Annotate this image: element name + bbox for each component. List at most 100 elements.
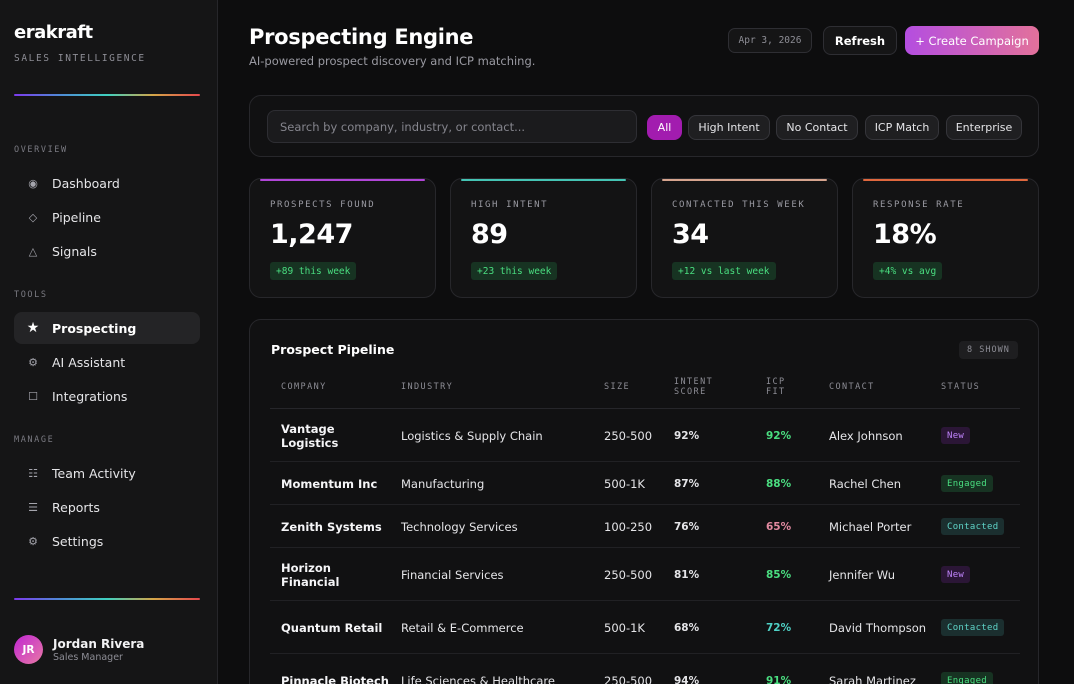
- status-badge: New: [941, 427, 971, 444]
- sidebar-item-integrations[interactable]: ☐ Integrations: [14, 380, 200, 412]
- section-label-overview: OVERVIEW: [14, 145, 68, 155]
- size-cell: 500-1K: [604, 620, 645, 635]
- stat-value: 1,247: [270, 219, 353, 250]
- stat-delta: +12 vs last week: [672, 262, 776, 280]
- sidebar-item-signals[interactable]: △ Signals: [14, 235, 200, 267]
- size-cell: 250-500: [604, 673, 653, 684]
- filter-bar: All High Intent No Contact ICP Match Ent…: [249, 95, 1039, 157]
- company-name: Vantage Logistics: [281, 421, 339, 450]
- sidebar-item-label: Integrations: [52, 388, 128, 404]
- sidebar-item-prospecting[interactable]: ★ Prospecting: [14, 312, 200, 344]
- signals-icon: △: [28, 244, 38, 258]
- sidebar-item-team-activity[interactable]: ☷ Team Activity: [14, 457, 200, 489]
- sidebar-item-pipeline[interactable]: ◇ Pipeline: [14, 201, 200, 233]
- industry-cell: Retail & E-Commerce: [401, 620, 524, 635]
- icp-fit-cell: 65%: [766, 520, 792, 533]
- card-accent-bar: [461, 179, 626, 181]
- row-divider: [270, 504, 1020, 505]
- icp-fit-cell: 72%: [766, 621, 792, 634]
- contact-cell: Jennifer Wu: [829, 567, 895, 582]
- brand-logo[interactable]: erakraft: [14, 22, 93, 43]
- status-badge: New: [941, 566, 971, 583]
- company-name: Momentum Inc: [281, 476, 378, 491]
- status-cell: New: [941, 548, 1021, 601]
- intent-score-cell: 81%: [674, 568, 700, 581]
- user-name: Jordan Rivera: [53, 636, 145, 651]
- filter-chip-high-intent[interactable]: High Intent: [688, 115, 770, 140]
- page-subtitle: AI-powered prospect discovery and ICP ma…: [249, 54, 536, 68]
- filter-chip-no-contact[interactable]: No Contact: [776, 115, 858, 140]
- gear-icon: ⚙: [28, 355, 38, 369]
- sidebar-item-label: Reports: [52, 499, 100, 515]
- sidebar-item-label: Signals: [52, 243, 97, 259]
- sidebar-item-reports[interactable]: ☰ Reports: [14, 491, 200, 523]
- stat-value: 89: [471, 219, 508, 250]
- contact-cell: Rachel Chen: [829, 476, 902, 491]
- page-title: Prospecting Engine: [249, 25, 474, 49]
- stat-label: HIGH INTENT: [471, 200, 549, 210]
- search-input[interactable]: [267, 110, 637, 143]
- refresh-button[interactable]: Refresh: [823, 26, 897, 55]
- column-header-size[interactable]: SIZE: [604, 382, 631, 392]
- user-role: Sales Manager: [53, 651, 123, 663]
- header-divider: [270, 408, 1020, 409]
- size-cell: 500-1K: [604, 476, 645, 491]
- company-name: Horizon Financial: [281, 560, 340, 589]
- stat-delta: +23 this week: [471, 262, 558, 280]
- user-profile[interactable]: JR Jordan Rivera Sales Manager: [14, 635, 144, 664]
- table-row[interactable]: Pinnacle Biotech Life Sciences & Healthca…: [270, 654, 1020, 684]
- row-divider: [270, 461, 1020, 462]
- table-row[interactable]: Vantage Logistics Logistics & Supply Chai…: [270, 409, 1020, 462]
- gear-icon: ⚙: [28, 534, 38, 548]
- create-campaign-button[interactable]: + Create Campaign: [905, 26, 1039, 55]
- column-header-intent-score[interactable]: INTENT SCORE: [674, 377, 714, 397]
- filter-chip-enterprise[interactable]: Enterprise: [946, 115, 1022, 140]
- stat-card-contacted-this-week: CONTACTED THIS WEEK 34 +12 vs last week: [651, 178, 838, 298]
- table-row[interactable]: Momentum Inc Manufacturing 500-1K 87% 88% Rac…: [270, 462, 1020, 505]
- prospect-pipeline-panel: Prospect Pipeline 8 SHOWN COMPANY INDUST…: [249, 319, 1039, 684]
- sidebar-item-dashboard[interactable]: ◉ Dashboard: [14, 167, 200, 199]
- table-row[interactable]: Zenith Systems Technology Services 100-250…: [270, 505, 1020, 548]
- status-badge: Contacted: [941, 619, 1005, 636]
- contact-cell: David Thompson: [829, 620, 927, 635]
- status-badge: Contacted: [941, 518, 1005, 535]
- brand-tagline: SALES INTELLIGENCE: [14, 53, 146, 64]
- filter-chip-all[interactable]: All: [647, 115, 682, 140]
- sidebar-item-label: Settings: [52, 533, 104, 549]
- sidebar-item-label: Team Activity: [52, 465, 136, 481]
- row-divider: [270, 653, 1020, 654]
- sidebar-item-label: AI Assistant: [52, 354, 126, 370]
- sidebar-item-label: Prospecting: [52, 320, 137, 336]
- industry-cell: Logistics & Supply Chain: [401, 428, 543, 443]
- status-badge: Engaged: [941, 672, 994, 684]
- column-header-company[interactable]: COMPANY: [281, 382, 327, 392]
- intent-score-cell: 68%: [674, 621, 700, 634]
- filter-chip-icp-match[interactable]: ICP Match: [865, 115, 939, 140]
- gradient-divider: [14, 94, 200, 96]
- sidebar-item-settings[interactable]: ⚙ Settings: [14, 525, 200, 557]
- industry-cell: Manufacturing: [401, 476, 485, 491]
- section-label-manage: MANAGE: [14, 435, 55, 445]
- column-header-industry[interactable]: INDUSTRY: [401, 382, 454, 392]
- column-header-icp-fit[interactable]: ICP FIT: [766, 377, 786, 397]
- shown-count-badge: 8 SHOWN: [959, 341, 1018, 359]
- sidebar-item-ai-assistant[interactable]: ⚙ AI Assistant: [14, 346, 200, 378]
- status-cell: Contacted: [941, 505, 1021, 548]
- company-name: Pinnacle Biotech: [281, 673, 389, 684]
- table-row[interactable]: Quantum Retail Retail & E-Commerce 500-1K 6…: [270, 601, 1020, 654]
- row-divider: [270, 600, 1020, 601]
- intent-score-cell: 94%: [674, 674, 700, 684]
- grid-icon: ☷: [28, 466, 38, 480]
- column-header-contact[interactable]: CONTACT: [829, 382, 875, 392]
- list-icon: ☰: [28, 500, 38, 514]
- column-header-status[interactable]: STATUS: [941, 382, 981, 392]
- section-label-tools: TOOLS: [14, 290, 48, 300]
- stat-card-prospects-found: PROSPECTS FOUND 1,247 +89 this week: [249, 178, 436, 298]
- avatar: JR: [14, 635, 43, 664]
- company-name: Quantum Retail: [281, 620, 383, 635]
- status-cell: New: [941, 409, 1021, 462]
- square-icon: ☐: [28, 389, 38, 403]
- sidebar-item-label: Dashboard: [52, 175, 120, 191]
- card-accent-bar: [863, 179, 1028, 181]
- table-row[interactable]: Horizon Financial Financial Services 250-5…: [270, 548, 1020, 601]
